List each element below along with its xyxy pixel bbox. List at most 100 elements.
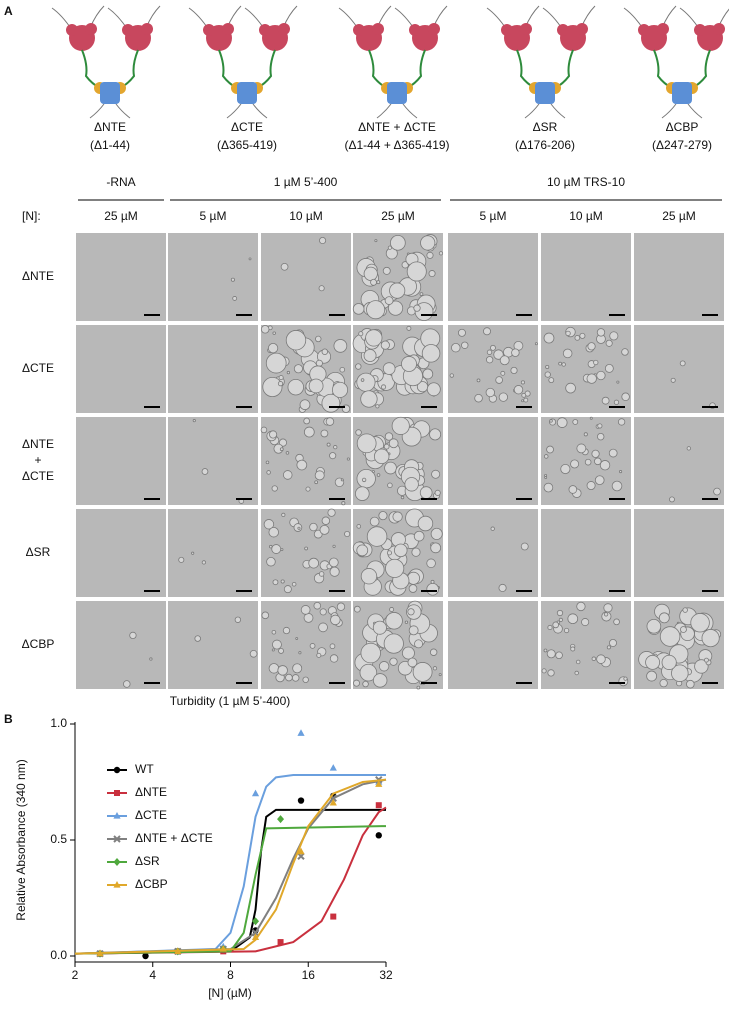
data-point	[113, 881, 121, 888]
droplet	[360, 568, 378, 585]
droplet	[314, 480, 319, 485]
droplet	[552, 621, 560, 629]
droplet	[646, 670, 658, 682]
droplet	[356, 544, 369, 557]
droplet	[360, 642, 381, 664]
micrograph-field	[168, 325, 258, 413]
legend-label: ΔCTE	[135, 808, 167, 822]
row-label: ΔNTE	[22, 269, 54, 283]
droplet	[567, 613, 579, 625]
droplet	[361, 477, 367, 483]
droplet	[599, 460, 611, 471]
data-point	[174, 947, 182, 954]
droplet	[616, 380, 620, 384]
micrograph-field	[634, 233, 724, 321]
c-tail	[226, 103, 242, 119]
data-point	[251, 929, 260, 937]
panel-label: A	[4, 4, 13, 18]
data-point	[251, 933, 260, 941]
droplet	[457, 328, 466, 337]
droplet	[285, 451, 290, 455]
legend-label: ΔNTE + ΔCTE	[135, 831, 213, 845]
droplet	[407, 608, 415, 616]
micrograph-field	[448, 233, 538, 321]
droplet	[266, 557, 276, 567]
micrograph	[448, 509, 538, 597]
droplet	[500, 370, 506, 376]
row-label: ΔSR	[26, 545, 51, 559]
droplet	[333, 445, 338, 450]
rna-binding-domain	[576, 23, 588, 35]
droplet	[373, 448, 390, 465]
droplet	[406, 325, 412, 331]
linker	[256, 49, 276, 89]
droplet	[546, 445, 554, 454]
droplet	[355, 429, 362, 436]
droplet	[521, 399, 524, 403]
droplet	[576, 601, 586, 612]
droplet	[510, 366, 518, 374]
column-label: 5 µM	[200, 209, 227, 223]
fit-curve	[74, 825, 387, 955]
droplet	[419, 292, 424, 296]
droplet	[376, 280, 381, 285]
droplet	[562, 348, 573, 359]
droplet	[587, 342, 596, 351]
droplet	[574, 670, 579, 676]
droplet	[594, 457, 602, 466]
rna-binding-domain	[259, 24, 271, 36]
droplet	[555, 651, 563, 660]
droplet	[422, 368, 434, 380]
dimerization-domain	[237, 82, 257, 104]
droplet	[249, 649, 258, 658]
droplet	[385, 612, 403, 630]
droplet	[429, 648, 438, 656]
rna-binding-domain	[557, 24, 569, 36]
droplet	[380, 384, 387, 390]
droplet	[563, 627, 570, 634]
droplet	[305, 486, 311, 492]
droplet	[277, 381, 284, 387]
rna-binding-domain	[694, 24, 706, 36]
droplet	[400, 495, 405, 500]
rna-binding-domain	[713, 23, 725, 35]
droplet	[421, 344, 441, 363]
droplet	[318, 285, 325, 292]
droplet	[300, 605, 311, 615]
micrograph-field	[168, 233, 258, 321]
droplet	[619, 470, 623, 474]
droplet	[278, 375, 284, 381]
droplet	[438, 251, 444, 256]
construct-deletion: (Δ1-44)	[90, 138, 130, 152]
micrograph	[168, 417, 258, 505]
droplet	[283, 585, 292, 594]
data-point	[251, 789, 260, 797]
droplet	[280, 579, 285, 584]
droplet	[541, 668, 547, 674]
droplet	[230, 277, 235, 282]
droplet	[366, 300, 386, 320]
micrograph-field	[76, 325, 166, 413]
x-axis-label: [N] (µM)	[208, 986, 252, 1000]
column-label: 5 µM	[480, 209, 507, 223]
droplet	[265, 352, 287, 374]
droplet	[330, 614, 341, 626]
micrograph-field	[448, 601, 538, 689]
droplet	[461, 341, 469, 349]
micrograph-field	[168, 509, 258, 597]
droplet	[346, 457, 350, 461]
data-point	[113, 812, 121, 819]
droplet	[328, 557, 339, 568]
micrograph	[448, 325, 538, 413]
data-point	[329, 764, 337, 771]
panel-label: B	[4, 712, 13, 726]
droplet	[356, 372, 376, 392]
c-tail	[115, 103, 131, 119]
droplet	[411, 547, 421, 557]
droplet	[268, 663, 280, 674]
micrograph	[634, 601, 724, 689]
droplet	[694, 659, 709, 674]
data-point	[96, 949, 104, 957]
linker	[516, 49, 536, 89]
fit-curve	[74, 774, 386, 955]
